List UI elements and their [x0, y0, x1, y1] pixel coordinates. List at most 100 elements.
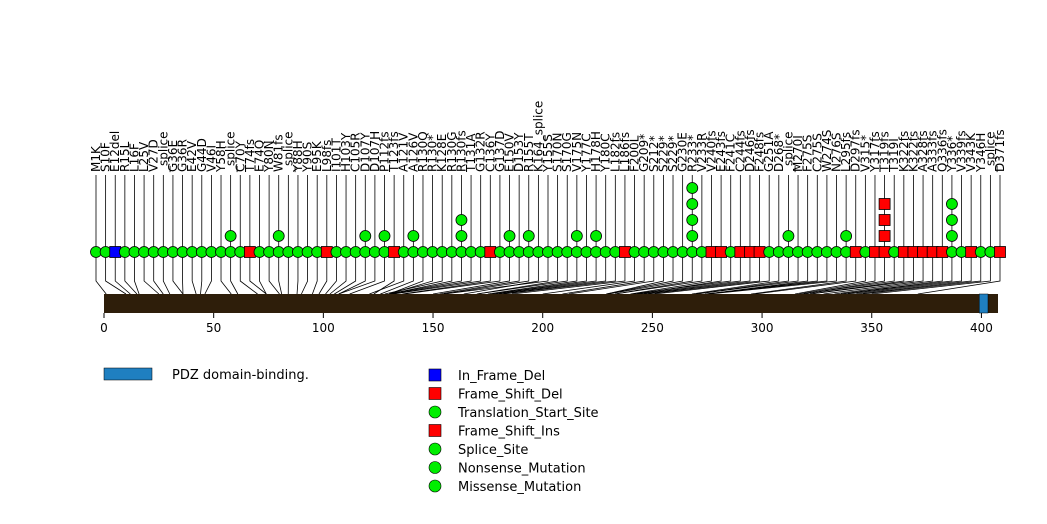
- connector-line: [278, 252, 283, 295]
- mutation-labels: M1KS10FE12delR15LL16FL25VV27D_spliceG36E…: [89, 101, 1007, 173]
- legend-domain-label: PDZ domain-binding.: [172, 368, 309, 383]
- connector-line: [380, 252, 414, 295]
- mutation-marker-circle: [272, 230, 285, 242]
- connector-line: [384, 252, 443, 295]
- mutation-label: S170G: [560, 132, 574, 172]
- connector-line: [810, 252, 905, 295]
- mutation-label: T319fs: [878, 131, 892, 173]
- mutation-label: H178H: [589, 131, 603, 172]
- connector-line: [391, 252, 472, 295]
- connector-line: [654, 252, 770, 295]
- legend-mutation-label: Frame_Shift_Ins: [458, 425, 560, 440]
- mutation-marker-square: [878, 198, 891, 210]
- mutation-label: K164_splice: [531, 101, 545, 172]
- connector-line: [329, 252, 347, 295]
- mutation-label: T131A: [464, 133, 478, 173]
- mutation-label: D153Y: [512, 132, 526, 172]
- connector-line: [755, 252, 857, 295]
- connector-line: [259, 252, 267, 295]
- connector-line: [803, 252, 885, 295]
- legend-mutation-label: Nonsense_Mutation: [458, 462, 586, 477]
- mutation-label: P112fs: [378, 131, 392, 172]
- mutation-label: Y58H: [214, 140, 228, 173]
- connector-line: [799, 252, 876, 295]
- legend-mutation-label: Missense_Mutation: [458, 480, 581, 495]
- connector-line: [476, 252, 568, 295]
- mutation-label: E12del: [108, 131, 122, 172]
- mutation-markers: [90, 182, 1006, 258]
- mutation-label: S170N: [551, 133, 565, 173]
- mutation-label: V315*: [858, 135, 872, 172]
- connector-line: [608, 252, 684, 295]
- connector-line: [856, 252, 972, 295]
- connector-line: [606, 252, 674, 295]
- connector-line: [709, 252, 837, 295]
- mutation-label: R233*: [685, 135, 699, 172]
- legend-marker-circle: [428, 442, 442, 456]
- mutation-label: _splice: [781, 131, 795, 173]
- mutation-label: V46I: [204, 145, 218, 172]
- mutation-label: W81fs: [272, 134, 286, 172]
- mutation-label: Y155S: [541, 134, 555, 173]
- connector-line: [704, 252, 828, 295]
- mutation-marker-square: [878, 214, 891, 226]
- connector-line: [124, 252, 138, 295]
- connector-line: [476, 252, 559, 295]
- mutation-label: E95K: [310, 140, 324, 172]
- connector-line: [606, 252, 664, 295]
- mutation-label: V27D: [147, 139, 161, 172]
- mutation-label: R130G: [445, 131, 459, 172]
- connector-line: [439, 252, 520, 295]
- mutation-marker-square: [994, 246, 1006, 258]
- legend-mutation-label: In_Frame_Del: [458, 369, 545, 384]
- mutation-label: G36R: [176, 139, 190, 172]
- axis-tick-label: 250: [641, 321, 664, 335]
- connector-line: [823, 252, 924, 295]
- mutation-marker-circle: [407, 230, 420, 242]
- mutation-label: E42V: [185, 140, 199, 172]
- connector-line: [917, 252, 1001, 295]
- mutation-marker-circle: [455, 214, 468, 226]
- mutation-label: A333fs: [926, 130, 940, 172]
- connector-line: [630, 252, 712, 295]
- legend-marker-square: [428, 368, 442, 382]
- connector-line: [389, 252, 424, 295]
- mutation-label: D107H: [368, 131, 382, 172]
- mutation-label: L186fs: [618, 132, 632, 172]
- legend-marker-square: [428, 387, 442, 400]
- mutation-label: Y180C: [599, 133, 613, 173]
- mutation-marker-circle: [946, 230, 958, 242]
- mutation-marker-circle: [522, 230, 535, 242]
- x-axis: 0 50 100 150 200 250 300 350 400: [100, 313, 993, 335]
- connector-line: [105, 252, 127, 295]
- mutation-marker-circle: [224, 230, 237, 242]
- mutation-label: L25V: [137, 141, 151, 172]
- connector-line: [871, 252, 991, 295]
- mutation-label: M270I: [791, 135, 805, 172]
- mutation-label: Y317fs: [868, 131, 882, 173]
- mutation-marker-circle: [686, 182, 699, 194]
- mutation-label: N276S: [830, 133, 844, 173]
- connector-line: [647, 252, 760, 295]
- connector-line: [834, 252, 934, 295]
- connector-line: [334, 252, 357, 295]
- connector-line: [443, 252, 549, 295]
- connector-line: [402, 252, 491, 295]
- mutation-label: G44D: [195, 138, 209, 172]
- connector-line: [95, 252, 107, 295]
- connector-line: [393, 252, 482, 295]
- connector-line: [511, 252, 626, 295]
- axis-tick-label: 0: [100, 321, 108, 335]
- mutation-marker-square: [878, 230, 891, 242]
- mutation-label: Q336fs: [935, 129, 949, 172]
- legend-mutation-label: Translation_Start_Site: [457, 406, 599, 421]
- connector-line: [338, 252, 376, 295]
- mutation-label: Y346H: [974, 133, 988, 173]
- mutation-label: V233R: [695, 133, 709, 172]
- connector-line: [114, 252, 131, 295]
- connector-line: [443, 252, 530, 295]
- mutation-label: S10F: [99, 142, 113, 172]
- connector-line: [632, 252, 732, 295]
- mutation-label: R130*: [426, 135, 440, 172]
